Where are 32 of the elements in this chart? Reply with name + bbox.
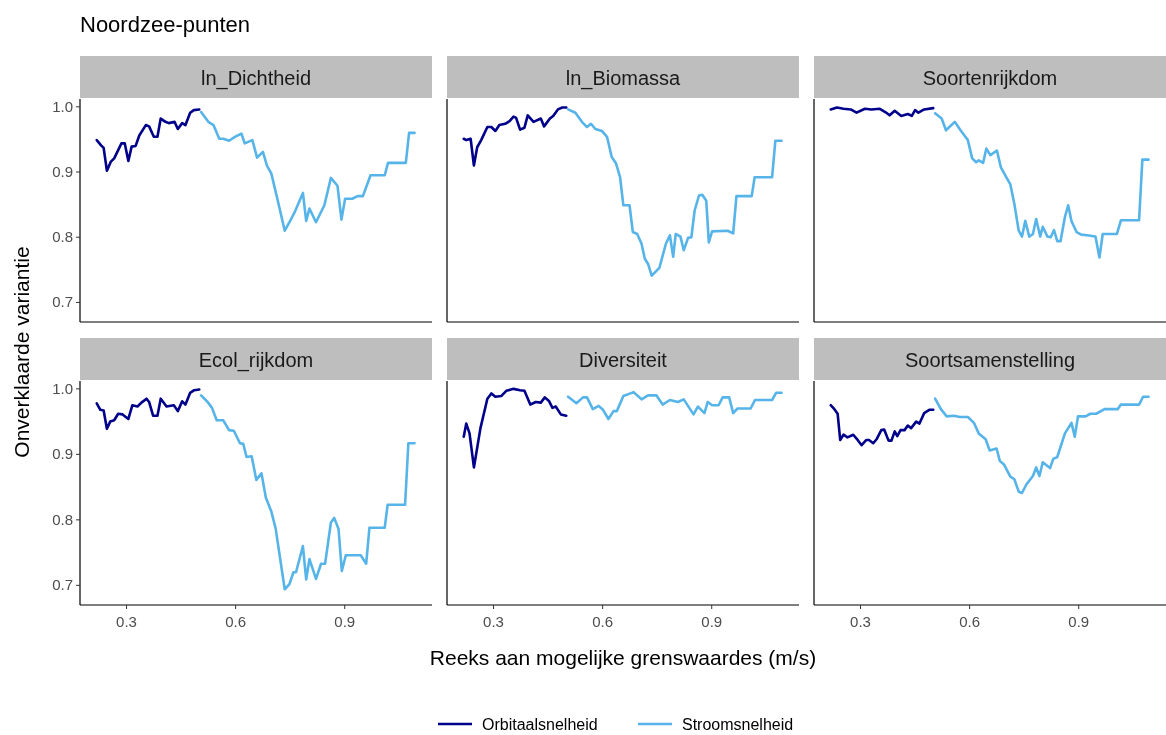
line-series — [95, 108, 201, 173]
legend-label: Orbitaalsnelheid — [482, 716, 598, 733]
chart-title: ln_Biomassa — [565, 66, 682, 90]
x-tick-label: 0.9 — [701, 613, 723, 630]
line-series — [199, 394, 416, 591]
x-tick-label: 0.3 — [850, 613, 871, 630]
y-axis-title: Onverklaarde variantie — [10, 246, 33, 458]
x-tick-label: 0.3 — [116, 613, 137, 630]
x-tick-label: 0.6 — [225, 613, 247, 630]
y-tick-label: 0.8 — [52, 510, 73, 528]
x-axis-title: Reeks aan mogelijke grenswaardes (m/s) — [429, 646, 817, 669]
y-tick-label: 0.7 — [52, 576, 73, 594]
chart-title: ln_Dichtheid — [200, 66, 312, 90]
chart-title: Soortenrijkdom — [922, 66, 1058, 89]
chart-title: Diversiteit — [579, 348, 668, 371]
line-series — [95, 388, 201, 431]
y-tick-label: 0.8 — [52, 228, 73, 246]
y-tick-label: 1.0 — [52, 97, 73, 115]
y-tick-label: 0.7 — [52, 293, 73, 311]
x-tick-label: 0.6 — [592, 613, 614, 630]
chart-title: Ecol_rijkdom — [198, 348, 314, 372]
text: Noordzee-punten — [80, 12, 251, 37]
y-tick-label: 0.9 — [52, 163, 73, 181]
x-tick-label: 0.6 — [959, 613, 981, 630]
x-tick-label: 0.9 — [334, 613, 356, 630]
chart-title: Soortsamenstelling — [904, 348, 1076, 371]
legend-label: Stroomsnelheid — [682, 716, 794, 733]
y-tick-label: 0.9 — [52, 445, 73, 463]
x-tick-label: 0.3 — [483, 613, 504, 630]
y-tick-label: 1.0 — [52, 379, 73, 397]
x-tick-label: 0.9 — [1068, 613, 1090, 630]
line-series — [199, 110, 416, 233]
